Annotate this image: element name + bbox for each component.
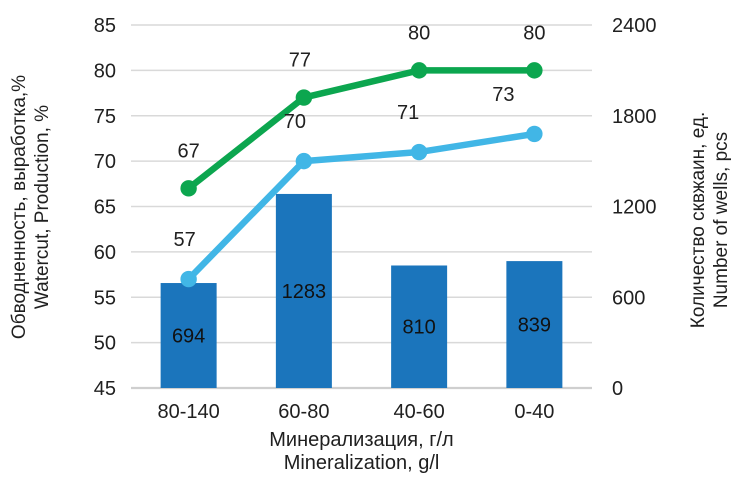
data-point-label: 67 bbox=[178, 140, 200, 162]
right-axis-tick-label: 1800 bbox=[612, 106, 657, 128]
left-axis-tick-label: 60 bbox=[94, 242, 116, 264]
right-axis-tick-label: 600 bbox=[612, 287, 645, 309]
left-axis-tick-label: 50 bbox=[94, 333, 116, 355]
data-point-label: 80 bbox=[523, 22, 545, 44]
x-axis-tick-label: 40-60 bbox=[394, 401, 445, 423]
left-axis-tick-label: 75 bbox=[94, 106, 116, 128]
data-point-label: 57 bbox=[174, 229, 196, 251]
left-axis-tick-label: 45 bbox=[94, 378, 116, 400]
x-axis-title-ru: Минерализация, г/л bbox=[269, 429, 454, 451]
data-point-label: 77 bbox=[289, 50, 311, 72]
data-point-label: 70 bbox=[284, 111, 306, 133]
data-point-marker bbox=[410, 62, 428, 79]
data-point-marker bbox=[526, 125, 543, 143]
left-axis-tick-label: 85 bbox=[94, 15, 116, 37]
data-point-marker bbox=[526, 62, 543, 79]
x-axis-tick-label: 0-40 bbox=[514, 401, 554, 423]
wells-bar bbox=[506, 261, 563, 388]
left-axis-tick-label: 55 bbox=[94, 287, 116, 309]
wells-bar bbox=[391, 265, 448, 388]
x-axis-title-en: Mineralization, g/l bbox=[283, 452, 440, 474]
bar-value-label: 1283 bbox=[282, 281, 327, 303]
left-axis-tick-label: 65 bbox=[94, 197, 116, 219]
wells-bar bbox=[160, 283, 217, 388]
bar-value-label: 839 bbox=[518, 315, 551, 337]
data-point-label: 71 bbox=[397, 102, 419, 124]
data-point-label: 80 bbox=[408, 22, 430, 44]
green-line bbox=[185, 67, 538, 192]
bar-value-label: 810 bbox=[402, 317, 435, 339]
left-axis-tick-label: 70 bbox=[94, 151, 116, 173]
data-point-marker bbox=[295, 152, 313, 170]
wells-bar bbox=[275, 193, 332, 388]
right-axis-tick-label: 2400 bbox=[612, 15, 657, 37]
right-axis-tick-label: 0 bbox=[612, 378, 623, 400]
data-point-marker bbox=[295, 89, 313, 106]
x-axis-tick-label: 80-140 bbox=[157, 401, 219, 423]
data-point-marker bbox=[180, 180, 197, 197]
blue-line bbox=[185, 130, 538, 283]
x-axis-tick-label: 60-80 bbox=[278, 401, 329, 423]
right-axis-tick-label: 1200 bbox=[612, 197, 657, 219]
bar-value-label: 694 bbox=[172, 326, 205, 348]
data-point-marker bbox=[410, 143, 428, 161]
data-point-marker bbox=[180, 270, 197, 288]
data-point-label: 73 bbox=[492, 84, 514, 106]
left-axis-tick-label: 80 bbox=[94, 60, 116, 82]
